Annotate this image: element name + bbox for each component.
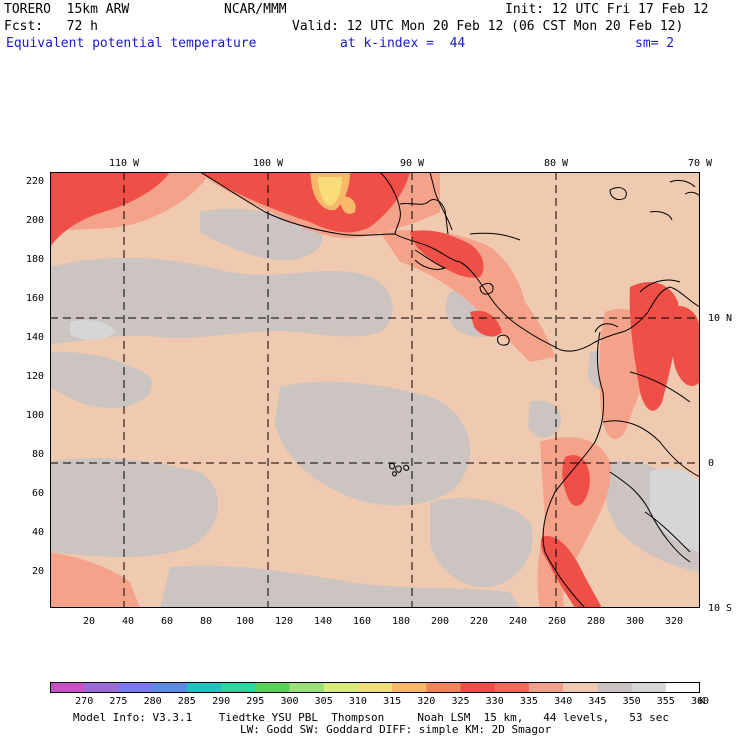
center-label: NCAR/MMM xyxy=(224,2,287,17)
colorbar-swatch xyxy=(84,682,119,693)
grey-ocean-regions xyxy=(50,208,700,608)
x-tick: 280 xyxy=(586,616,606,627)
colorbar-swatch xyxy=(392,682,427,693)
level-label: at k-index = 44 xyxy=(340,36,466,51)
colorbar-label: 290 xyxy=(212,696,231,707)
x-tick: 180 xyxy=(391,616,411,627)
init-time: Init: 12 UTC Fri 17 Feb 12 xyxy=(505,2,709,17)
x-tick: 220 xyxy=(469,616,489,627)
x-tick: 320 xyxy=(664,616,684,627)
x-tick: 20 xyxy=(82,616,96,627)
smoothing-label: sm= 2 xyxy=(635,36,675,51)
colorbar-swatch xyxy=(563,682,598,693)
map-frame xyxy=(50,172,700,608)
y-tick: 220 xyxy=(25,176,44,187)
colorbar-label: 340 xyxy=(554,696,573,707)
colorbar-swatch xyxy=(50,682,85,693)
colorbar-swatch xyxy=(494,682,530,693)
colorbar-swatch xyxy=(528,682,564,693)
x-tick: 40 xyxy=(121,616,135,627)
colorbar-swatch xyxy=(426,682,462,693)
field-name: Equivalent potential temperature xyxy=(6,36,257,51)
colorbar-label: 345 xyxy=(588,696,607,707)
y-tick: 140 xyxy=(25,332,44,343)
x-tick: 300 xyxy=(625,616,645,627)
colorbar-swatch xyxy=(357,682,393,693)
colorbar-unit: K xyxy=(699,696,706,707)
colorbar-label: 335 xyxy=(519,696,538,707)
y-tick: 180 xyxy=(25,254,44,265)
x-tick: 140 xyxy=(313,616,333,627)
colorbar-label: 355 xyxy=(656,696,675,707)
x-tick: 120 xyxy=(274,616,294,627)
colorbar-label: 350 xyxy=(622,696,641,707)
model-title: TORERO 15km ARW xyxy=(4,2,130,17)
colorbar-swatch xyxy=(665,682,700,693)
colorbar-label: 310 xyxy=(348,696,367,707)
light-grey-regions xyxy=(70,320,700,552)
model-info-line2: LW: Godd SW: Goddard DIFF: simple KM: 2D… xyxy=(240,723,552,736)
x-tick: 60 xyxy=(160,616,174,627)
colorbar-label: 300 xyxy=(280,696,299,707)
colorbar-label: 305 xyxy=(314,696,333,707)
y-tick: 100 xyxy=(25,410,44,421)
colorbar-swatch xyxy=(289,682,325,693)
x-tick: 200 xyxy=(430,616,450,627)
colorbar-label: 320 xyxy=(417,696,436,707)
y-tick: 20 xyxy=(31,566,44,577)
hot-spots xyxy=(310,172,356,214)
colorbar-label: 270 xyxy=(75,696,94,707)
colorbar-swatch xyxy=(323,682,359,693)
colorbar-swatch xyxy=(186,682,222,693)
lon-label-80w: 80 W xyxy=(543,158,569,169)
colorbar-label: 285 xyxy=(177,696,196,707)
y-tick: 80 xyxy=(31,449,44,460)
valid-time: Valid: 12 UTC Mon 20 Feb 12 (06 CST Mon … xyxy=(292,19,684,34)
graticule xyxy=(50,172,700,608)
lon-label-70w: 70 W xyxy=(687,158,713,169)
colorbar-swatch xyxy=(255,682,290,693)
colorbar-label: 360 xyxy=(690,696,710,707)
colorbar-swatch xyxy=(152,682,188,693)
theta-e-map xyxy=(50,172,700,608)
colorbar-swatch xyxy=(597,682,633,693)
forecast-hour: Fcst: 72 h xyxy=(4,19,98,34)
y-tick: 200 xyxy=(25,215,44,226)
x-tick: 160 xyxy=(352,616,372,627)
colorbar-label: 330 xyxy=(485,696,504,707)
colorbar-swatch xyxy=(460,682,496,693)
colorbar-frame xyxy=(50,682,700,693)
lon-label-110w: 110 W xyxy=(108,158,140,169)
galapagos-islands xyxy=(389,463,410,477)
lon-label-90w: 90 W xyxy=(399,158,425,169)
x-tick: 100 xyxy=(235,616,255,627)
colorbar-label: 275 xyxy=(109,696,128,707)
y-tick: 160 xyxy=(25,293,44,304)
y-tick: 40 xyxy=(31,527,44,538)
colorbar-swatch xyxy=(118,682,154,693)
colorbar-label: 325 xyxy=(451,696,470,707)
colorbar-swatch xyxy=(631,682,667,693)
colorbar-label: 295 xyxy=(246,696,265,707)
lon-label-100w: 100 W xyxy=(252,158,284,169)
colorbar xyxy=(50,682,700,693)
colorbar-swatch xyxy=(221,682,256,693)
lat-label-10n: 10 N xyxy=(708,313,733,324)
x-tick: 260 xyxy=(547,616,567,627)
lat-label-0: 0 xyxy=(708,458,715,469)
y-tick: 120 xyxy=(25,371,44,382)
x-tick: 80 xyxy=(199,616,213,627)
coastlines xyxy=(199,172,700,608)
colorbar-label: 315 xyxy=(383,696,402,707)
colorbar-label: 280 xyxy=(143,696,162,707)
x-tick: 240 xyxy=(508,616,528,627)
model-info-line1: Model Info: V3.3.1 Tiedtke YSU PBL Thomp… xyxy=(73,711,670,724)
y-tick: 60 xyxy=(31,488,44,499)
lat-label-10s: 10 S xyxy=(708,603,733,614)
colorbar-swatches xyxy=(50,682,700,693)
